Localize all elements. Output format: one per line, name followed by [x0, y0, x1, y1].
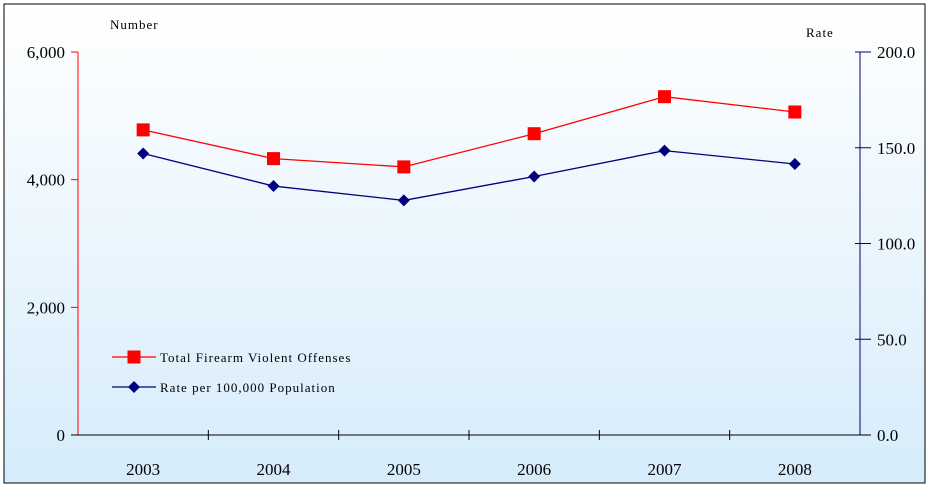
legend-swatch-marker — [127, 350, 141, 364]
left-axis: 0 2,000 4,000 6,000 — [27, 43, 79, 445]
legend-swatch-marker — [128, 381, 140, 393]
right-axis-title: Rate — [806, 25, 834, 40]
x-axis-tick-label: 2008 — [778, 460, 812, 479]
legend: Total Firearm Violent Offenses Rate per 1… — [112, 350, 351, 395]
left-axis-tick-label: 6,000 — [27, 43, 65, 62]
series-1-point — [267, 152, 280, 166]
right-axis-tick-label: 50.0 — [877, 330, 907, 349]
series-2-point — [658, 144, 671, 157]
series-2-point — [137, 147, 150, 160]
right-axis-tick-label: 150.0 — [877, 139, 915, 158]
x-axis-tick-label: 2004 — [257, 460, 292, 479]
legend-entry-label: Total Firearm Violent Offenses — [160, 350, 351, 365]
series-2-point — [397, 194, 410, 207]
left-axis-tick-label: 0 — [57, 426, 66, 445]
legend-entry-label: Rate per 100,000 Population — [160, 380, 336, 395]
left-axis-tick-label: 4,000 — [27, 171, 65, 190]
series-1-point — [658, 90, 671, 104]
series-2-point — [267, 180, 280, 193]
x-axis-tick-label: 2006 — [517, 460, 551, 479]
series-2-point — [528, 170, 541, 183]
series-2-point — [788, 158, 801, 171]
series-1-point — [397, 160, 411, 174]
series-1-point — [788, 105, 802, 119]
series-layer — [136, 90, 802, 207]
series-line-1 — [143, 96, 795, 168]
left-axis-title: Number — [110, 17, 159, 32]
x-axis-tick-label: 2007 — [648, 460, 683, 479]
series-line-2 — [143, 149, 795, 202]
left-axis-tick-label: 2,000 — [27, 298, 65, 317]
series-1-point — [136, 123, 150, 137]
x-axis-tick-label: 2003 — [126, 460, 160, 479]
right-axis: 0.0 50.0 100.0 150.0 200.0 — [855, 43, 915, 445]
chart-background — [3, 3, 926, 484]
series-1-point — [527, 127, 541, 141]
right-axis-tick-label: 100.0 — [877, 235, 915, 254]
right-axis-tick-label: 200.0 — [877, 43, 915, 62]
x-axis: 2003 2004 2005 2006 2007 2008 — [71, 430, 871, 479]
x-axis-tick-label: 2005 — [387, 460, 421, 479]
right-axis-tick-label: 0.0 — [877, 426, 898, 445]
